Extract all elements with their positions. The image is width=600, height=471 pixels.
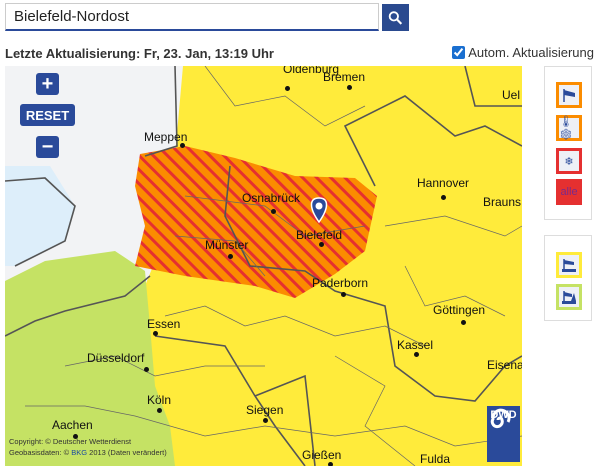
bkg-link[interactable]: BKG: [71, 448, 88, 457]
dwd-logo: DWD: [487, 406, 520, 462]
auto-update-toggle[interactable]: Autom. Aktualisierung: [452, 45, 594, 60]
filter-ice-button[interactable]: ❄: [556, 148, 582, 174]
geodata-suffix: 2013 (Daten verändert): [87, 448, 167, 457]
city-label: Bremen: [323, 70, 366, 84]
city-label: Kassel: [397, 338, 434, 352]
city-dot: [228, 254, 233, 259]
filter-frost-button[interactable]: 🌡❄: [556, 115, 582, 141]
city-dot: [328, 462, 333, 466]
city-label: Essen: [147, 317, 181, 331]
filter-coast-wind-button[interactable]: [556, 252, 582, 278]
city-dot: [157, 408, 162, 413]
copyright-line: Copyright: © Deutscher Wetterdienst: [9, 437, 132, 446]
water-area: [5, 166, 75, 266]
city-label: Hannover: [417, 176, 470, 190]
bielefeld-marker-icon: [310, 197, 328, 224]
auto-update-checkbox[interactable]: [452, 46, 466, 59]
city-dot: [271, 209, 276, 214]
spiral-icon: [490, 408, 511, 429]
city-label: Düsseldorf: [87, 351, 145, 365]
city-label: Aachen: [52, 418, 93, 432]
sea-wind-icon: [562, 291, 576, 304]
city-label: Göttingen: [433, 303, 486, 317]
last-update-text: Letzte Aktualisierung: Fr, 23. Jan, 13:1…: [5, 46, 274, 61]
green-warning-area: [5, 251, 175, 466]
city-label: Paderborn: [312, 276, 369, 290]
city-dot: [180, 143, 185, 148]
warning-filter-land: 🌡❄ ❄ alle: [544, 66, 592, 220]
city-dot: [285, 86, 290, 91]
copyright: Copyright: © Deutscher Wetterdienst Geob…: [9, 436, 167, 458]
filter-sea-wind-button[interactable]: [556, 284, 582, 310]
city-dot: [341, 292, 346, 297]
city-label: Osnabrück: [242, 191, 301, 205]
zoom-out-button[interactable]: −: [36, 136, 59, 158]
city-label: Bielefeld: [296, 228, 343, 242]
auto-update-label: Autom. Aktualisierung: [468, 45, 594, 60]
ice-road-icon: ❄: [564, 155, 574, 168]
city-label: Gießen: [302, 448, 342, 462]
warning-filter-coast: [544, 235, 592, 321]
city-dot: [347, 85, 352, 90]
search-button[interactable]: [382, 4, 409, 31]
city-label: Siegen: [246, 403, 284, 417]
orange-warning-area: [135, 146, 377, 298]
filter-wind-button[interactable]: [556, 82, 582, 108]
wind-icon: [563, 89, 575, 102]
geodata-text: Geobasisdaten: ©: [9, 448, 72, 457]
search-icon: [388, 10, 403, 25]
city-dot: [319, 242, 324, 247]
warning-map[interactable]: + RESET − Oldenburg Bremen Uel Meppen Hannov…: [5, 66, 522, 466]
city-dot: [441, 195, 446, 200]
city-dot: [263, 418, 268, 423]
city-label: Eisenach: [487, 358, 522, 372]
map-canvas: [5, 66, 522, 466]
city-label: Fulda: [420, 452, 451, 466]
city-dot: [144, 367, 149, 372]
city-dot: [461, 320, 466, 325]
filter-all-button[interactable]: alle: [556, 179, 582, 205]
zoom-in-button[interactable]: +: [36, 73, 59, 95]
city-dot: [414, 352, 419, 357]
city-label: Münster: [205, 238, 249, 252]
search-input[interactable]: [5, 3, 379, 31]
frost-icon: 🌡❄: [559, 116, 573, 141]
city-dot: [73, 434, 78, 439]
city-label: Oldenburg: [283, 66, 340, 76]
city-label: Meppen: [144, 130, 188, 144]
city-label: Uel: [502, 88, 521, 102]
city-label: Brauns: [483, 195, 522, 209]
coast-wind-icon: [562, 259, 576, 272]
reset-button[interactable]: RESET: [20, 104, 75, 126]
city-label: Köln: [147, 393, 172, 407]
city-dot: [153, 331, 158, 336]
